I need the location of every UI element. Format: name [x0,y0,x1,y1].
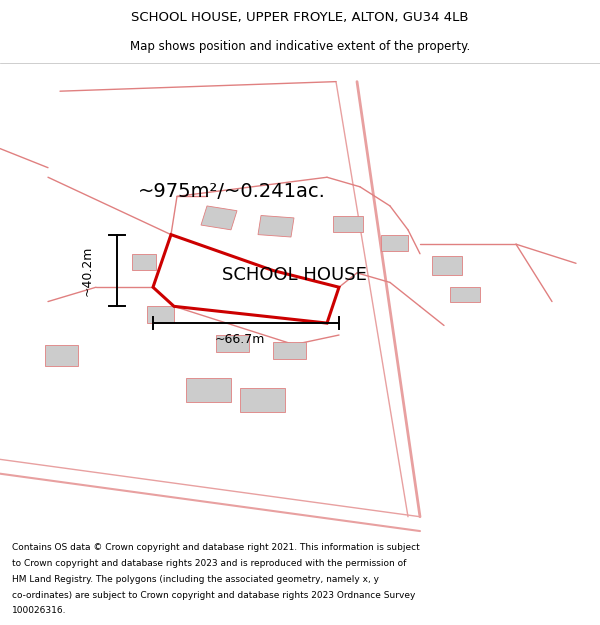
Polygon shape [216,335,249,352]
Text: co-ordinates) are subject to Crown copyright and database rights 2023 Ordnance S: co-ordinates) are subject to Crown copyr… [12,591,415,599]
Text: ~66.7m: ~66.7m [215,333,265,346]
Polygon shape [45,344,78,366]
Polygon shape [258,216,294,237]
Polygon shape [333,216,363,232]
Text: SCHOOL HOUSE, UPPER FROYLE, ALTON, GU34 4LB: SCHOOL HOUSE, UPPER FROYLE, ALTON, GU34 … [131,11,469,24]
Text: to Crown copyright and database rights 2023 and is reproduced with the permissio: to Crown copyright and database rights 2… [12,559,406,568]
Text: 100026316.: 100026316. [12,606,67,616]
Polygon shape [186,378,231,402]
Polygon shape [147,306,174,323]
Polygon shape [450,288,480,301]
Polygon shape [132,254,156,271]
Polygon shape [273,342,306,359]
Text: SCHOOL HOUSE: SCHOOL HOUSE [221,266,367,284]
Text: ~975m²/~0.241ac.: ~975m²/~0.241ac. [138,182,326,201]
Polygon shape [240,388,285,411]
Polygon shape [381,234,408,251]
Text: HM Land Registry. The polygons (including the associated geometry, namely x, y: HM Land Registry. The polygons (includin… [12,575,379,584]
Text: ~40.2m: ~40.2m [80,245,94,296]
Text: Map shows position and indicative extent of the property.: Map shows position and indicative extent… [130,41,470,53]
Text: Contains OS data © Crown copyright and database right 2021. This information is : Contains OS data © Crown copyright and d… [12,543,420,552]
Polygon shape [432,256,462,275]
Polygon shape [201,206,237,230]
